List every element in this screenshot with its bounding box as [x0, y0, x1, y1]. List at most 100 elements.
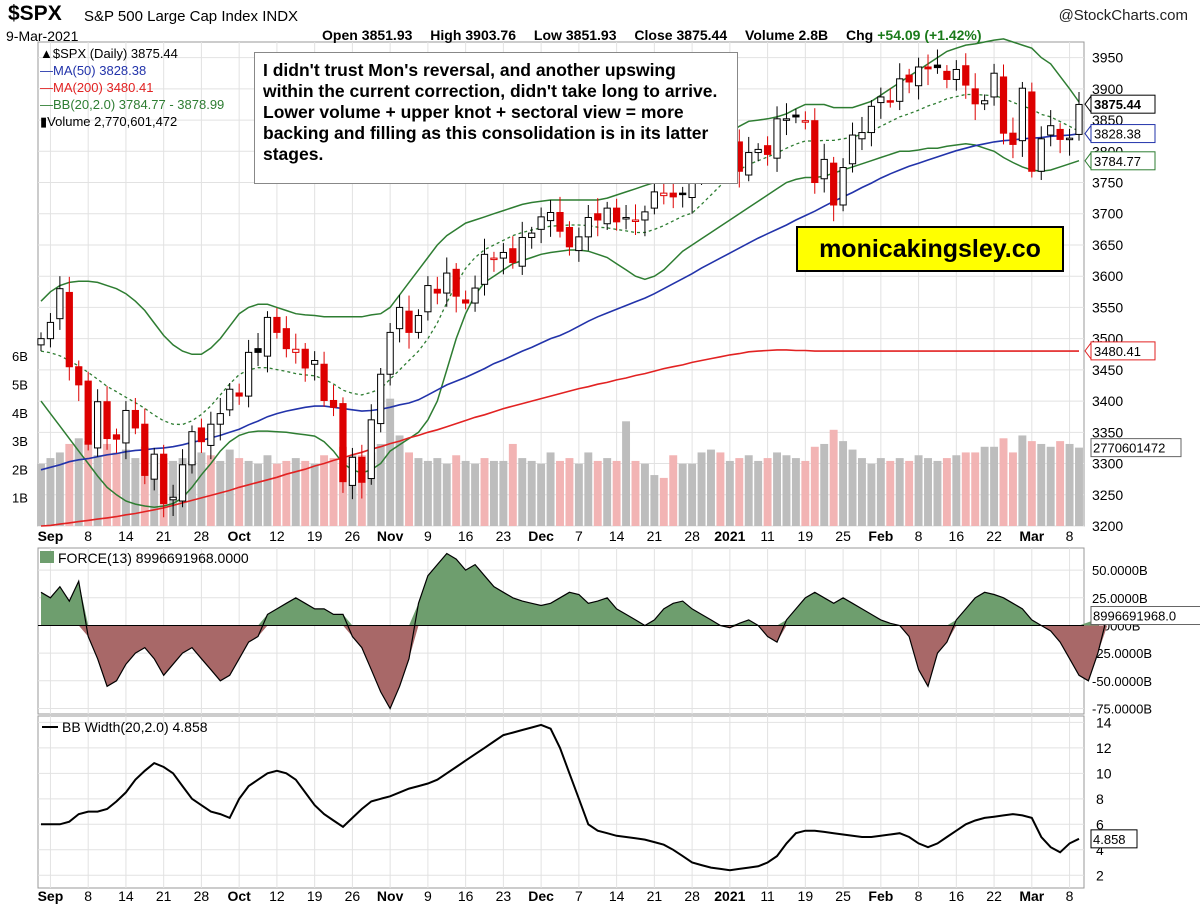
- candle-body: [1028, 91, 1036, 172]
- volume-bar: [1008, 452, 1017, 526]
- candle-body: [150, 453, 158, 480]
- candle-body: [943, 70, 951, 80]
- bb-lower-line: [40, 143, 1080, 509]
- candle-body: [669, 192, 677, 198]
- candle-body: [405, 310, 413, 333]
- candle-body: [584, 216, 592, 238]
- volume-bar: [140, 446, 149, 526]
- volume-bar: [914, 455, 923, 526]
- price-x-tick-label: 19: [307, 528, 323, 544]
- candle-body: [848, 134, 857, 165]
- price-x-tick-label: 21: [156, 528, 172, 544]
- price-x-tick-label: Mar: [1019, 528, 1044, 544]
- chg-value: +54.09 (+1.42%): [877, 27, 982, 43]
- volume-bar: [801, 460, 810, 526]
- candle-body: [122, 409, 130, 444]
- volume-bar: [669, 455, 678, 526]
- volume-bar: [744, 455, 753, 526]
- volume-bar: [188, 460, 196, 526]
- candle-body: [924, 66, 932, 70]
- candle-body: [565, 226, 574, 248]
- candle-body: [1065, 137, 1074, 141]
- price-tag-arrow: [1084, 341, 1092, 361]
- force-y-tick-label: 25.0000B: [1092, 591, 1148, 606]
- volume-bar: [650, 475, 659, 526]
- volume-bar: [622, 421, 631, 526]
- price-tag-arrow: [1084, 151, 1092, 171]
- candle-body: [556, 211, 564, 232]
- volume-bar: [593, 460, 602, 526]
- volume-bar: [876, 458, 885, 526]
- price-x-tick-label: 19: [798, 528, 814, 544]
- volume-bar: [858, 458, 866, 526]
- candle-body: [1075, 103, 1083, 135]
- volume-bar: [688, 463, 697, 526]
- close-value: 3875.44: [676, 27, 728, 43]
- candle-body: [650, 191, 658, 209]
- volume-bar: [546, 452, 555, 526]
- volume-bar: [1027, 441, 1036, 526]
- price-tag-box: [1090, 151, 1156, 171]
- candle-body: [226, 388, 234, 411]
- candle-body: [395, 306, 404, 330]
- volume-label: Volume: [745, 27, 795, 43]
- bbw-x-tick-label: 25: [835, 888, 851, 904]
- bbw-x-tick-label: 21: [156, 888, 172, 904]
- candle-body: [952, 68, 960, 80]
- index-name: S&P 500 Large Cap Index INDX: [84, 8, 298, 25]
- bbw-x-tick-label: Oct: [227, 888, 251, 904]
- volume-bar: [1056, 441, 1065, 526]
- volume-value: 2.8B: [798, 27, 829, 43]
- legend-ma50: —MA(50) 3828.38: [40, 63, 147, 78]
- volume-bar: [414, 458, 423, 526]
- bbw-x-tick-label: 8: [915, 888, 923, 904]
- volume-bar: [1018, 435, 1027, 526]
- candle-body: [348, 456, 357, 486]
- candle-body: [169, 496, 177, 501]
- candle-body: [1009, 132, 1017, 145]
- high-value: 3903.76: [465, 27, 516, 43]
- candle-body: [263, 316, 272, 357]
- candle-body: [933, 64, 942, 69]
- candle-body: [471, 287, 479, 304]
- volume-bar: [508, 443, 517, 526]
- candle-body: [839, 167, 847, 206]
- candle-body: [112, 434, 121, 440]
- candle-body: [424, 285, 432, 313]
- volume-bar: [631, 460, 640, 526]
- candle-body: [188, 431, 196, 466]
- legend-bb: —BB(20,2.0) 3784.77 - 3878.99: [40, 97, 225, 112]
- price-x-tick-label: 8: [1066, 528, 1074, 544]
- bbw-x-tick-label: Dec: [528, 888, 554, 904]
- low-value: 3851.93: [565, 27, 617, 43]
- volume-bar: [584, 452, 593, 526]
- volume-bar: [1046, 446, 1055, 526]
- candle-body: [301, 348, 309, 369]
- bbw-x-tick-label: 28: [684, 888, 700, 904]
- candle-body: [282, 328, 290, 350]
- open-label: Open: [322, 27, 358, 43]
- volume-bar: [716, 452, 725, 526]
- ticker-symbol: $SPX: [8, 2, 62, 25]
- volume-bar: [225, 449, 234, 526]
- candle-body: [528, 232, 536, 238]
- volume-bar: [612, 460, 621, 526]
- candle-body: [414, 315, 423, 333]
- price-x-tick-label: 26: [345, 528, 361, 544]
- volume-bar: [763, 458, 772, 526]
- volume-y-tick-label: 2B: [12, 462, 28, 477]
- bbw-x-tick-label: 8: [1066, 888, 1074, 904]
- candle-body: [56, 288, 64, 320]
- volume-bar: [206, 455, 215, 526]
- volume-bar: [697, 452, 706, 526]
- volume-bar: [376, 443, 385, 526]
- volume-bar: [442, 463, 451, 526]
- volume-bar: [235, 458, 244, 526]
- candle-body: [518, 236, 526, 267]
- volume-bar: [74, 438, 83, 526]
- candle-body: [745, 152, 753, 176]
- candle-body: [830, 162, 838, 206]
- bbw-y-tick-label: 8: [1096, 791, 1104, 807]
- candle-body: [858, 132, 866, 140]
- volume-bar: [707, 449, 715, 526]
